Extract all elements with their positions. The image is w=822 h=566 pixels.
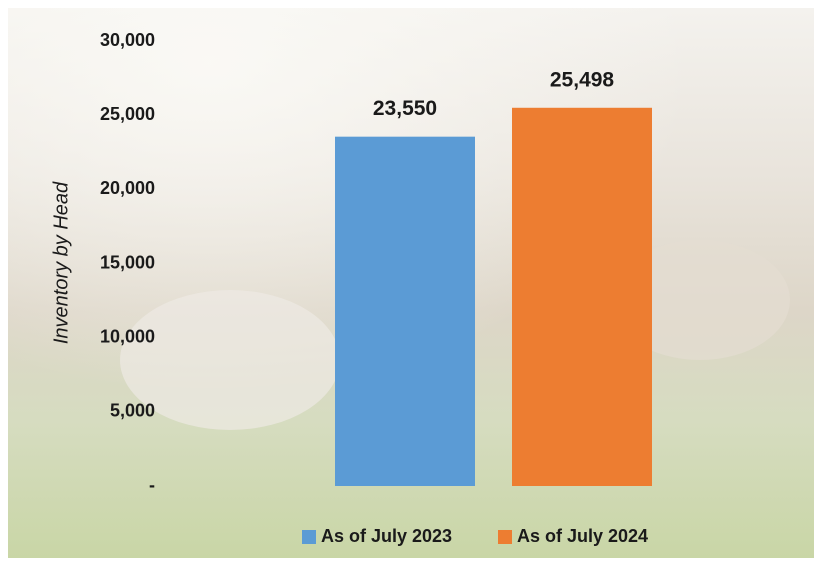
y-tick-label: 5,000 [110, 401, 155, 421]
legend-swatch [302, 530, 316, 544]
background-goat [610, 240, 790, 360]
bar [512, 107, 652, 486]
data-label: 23,550 [373, 97, 437, 120]
y-tick-label: - [149, 475, 155, 495]
data-label: 25,498 [550, 68, 615, 91]
y-tick-label: 15,000 [100, 252, 155, 272]
legend-label: As of July 2024 [517, 526, 648, 546]
bar [335, 136, 475, 487]
y-tick-label: 10,000 [100, 326, 155, 346]
y-tick-label: 20,000 [100, 178, 155, 198]
y-tick-label: 30,000 [100, 30, 155, 50]
background-goat [120, 290, 340, 430]
legend-swatch [498, 530, 512, 544]
y-axis-label: Inventory by Head [50, 181, 72, 344]
y-tick-label: 25,000 [100, 104, 155, 124]
legend-label: As of July 2023 [321, 526, 452, 546]
